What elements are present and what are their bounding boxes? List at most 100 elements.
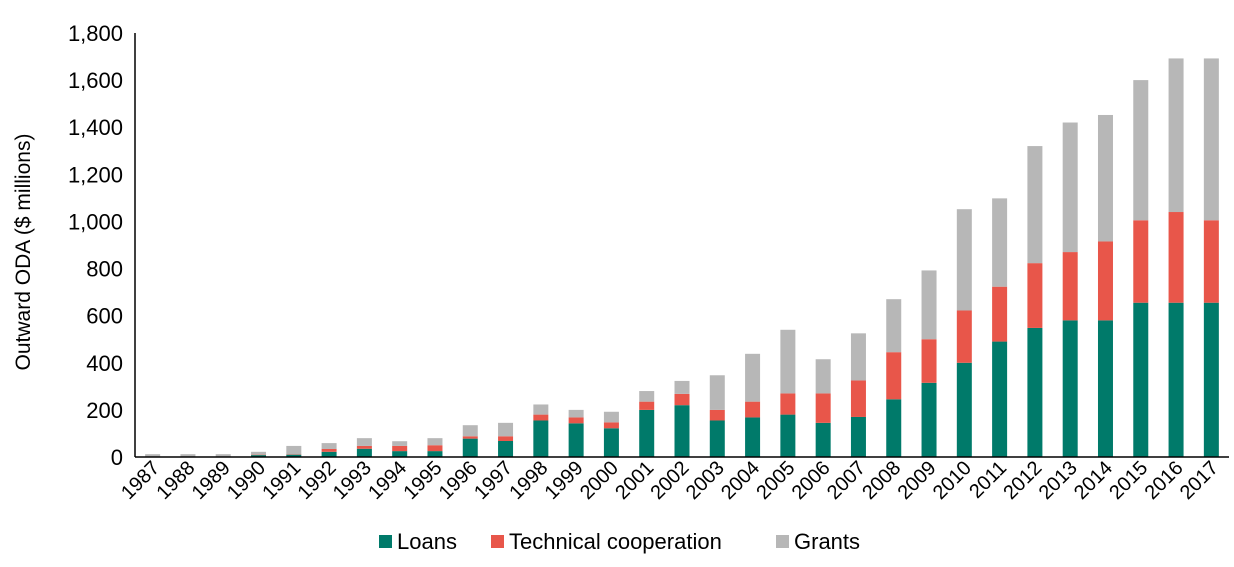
x-tick-label: 2003 bbox=[682, 457, 729, 504]
bar-segment bbox=[1027, 263, 1042, 328]
bar-segment bbox=[851, 380, 866, 417]
x-tick-label: 2005 bbox=[752, 457, 799, 504]
bar-segment bbox=[533, 404, 548, 414]
bar-segment bbox=[992, 287, 1007, 342]
bar-segment bbox=[357, 449, 372, 457]
x-tick-label: 2011 bbox=[965, 457, 1011, 503]
bar-segment bbox=[922, 270, 937, 339]
y-tick-label: 800 bbox=[86, 257, 123, 282]
bar-segment bbox=[886, 299, 901, 352]
bar-segment bbox=[357, 438, 372, 446]
x-tick-label: 2010 bbox=[929, 457, 976, 504]
bar-segment bbox=[533, 415, 548, 421]
bar-segment bbox=[816, 359, 831, 393]
x-tick-label: 2013 bbox=[1035, 457, 1082, 504]
x-axis-ticks: 1987198819891990199119921993199419951996… bbox=[117, 457, 1223, 504]
x-tick-label: 1991 bbox=[258, 457, 305, 504]
x-tick-label: 2004 bbox=[717, 457, 764, 504]
bar-segment bbox=[427, 445, 442, 451]
bar-segment bbox=[604, 422, 619, 428]
y-tick-label: 200 bbox=[86, 398, 123, 423]
x-tick-label: 1997 bbox=[470, 457, 517, 504]
x-tick-label: 2014 bbox=[1070, 457, 1117, 504]
bar-segment bbox=[780, 393, 795, 414]
bar-segment bbox=[1169, 212, 1184, 303]
bar-segment bbox=[992, 198, 1007, 286]
bar-segment bbox=[851, 417, 866, 457]
bar-segment bbox=[922, 383, 937, 457]
bar-segment bbox=[498, 441, 513, 457]
bar-segment bbox=[639, 391, 654, 402]
x-tick-label: 2007 bbox=[823, 457, 870, 504]
bar-segment bbox=[745, 417, 760, 457]
bar-segment bbox=[1063, 123, 1078, 253]
x-tick-label: 1990 bbox=[223, 457, 270, 504]
bar-segment bbox=[639, 410, 654, 457]
bar-segment bbox=[463, 425, 478, 436]
y-tick-label: 1,000 bbox=[68, 209, 123, 234]
bar-segment bbox=[710, 410, 725, 421]
x-tick-label: 1988 bbox=[152, 457, 199, 504]
y-tick-label: 600 bbox=[86, 304, 123, 329]
x-tick-label: 1998 bbox=[505, 457, 552, 504]
x-tick-label: 2012 bbox=[999, 457, 1046, 504]
bar-segment bbox=[1063, 320, 1078, 457]
bar-segment bbox=[1169, 58, 1184, 212]
x-tick-label: 1994 bbox=[364, 457, 411, 504]
bar-segment bbox=[498, 436, 513, 441]
bar-segment bbox=[957, 363, 972, 457]
bar-segment bbox=[957, 310, 972, 362]
bar-segment bbox=[1204, 220, 1219, 302]
x-tick-label: 2000 bbox=[576, 457, 623, 504]
bar-segment bbox=[569, 423, 584, 457]
y-tick-label: 1,800 bbox=[68, 21, 123, 46]
bar-segment bbox=[710, 420, 725, 457]
bar-segment bbox=[675, 405, 690, 457]
bar-segment bbox=[957, 209, 972, 310]
legend-label: Loans bbox=[397, 529, 457, 554]
x-tick-label: 1993 bbox=[329, 457, 376, 504]
x-tick-label: 2001 bbox=[611, 457, 658, 504]
bar-segment bbox=[1133, 80, 1148, 220]
bar-segment bbox=[463, 436, 478, 438]
bar-segment bbox=[1204, 303, 1219, 457]
bar-segment bbox=[992, 342, 1007, 457]
bar-segment bbox=[1098, 320, 1113, 457]
bar-segment bbox=[1027, 146, 1042, 263]
x-tick-label: 1989 bbox=[188, 457, 235, 504]
bar-segment bbox=[1063, 252, 1078, 320]
bar-segment bbox=[851, 333, 866, 380]
bar-segment bbox=[392, 446, 407, 451]
bar-segment bbox=[533, 420, 548, 457]
bar-segment bbox=[569, 410, 584, 418]
bar-segment bbox=[392, 441, 407, 446]
bar-segment bbox=[286, 446, 301, 454]
x-tick-label: 2006 bbox=[788, 457, 835, 504]
bar-segment bbox=[780, 330, 795, 394]
bar-segment bbox=[675, 381, 690, 394]
x-tick-label: 1999 bbox=[541, 457, 588, 504]
bars bbox=[145, 58, 1219, 457]
bar-segment bbox=[675, 394, 690, 405]
x-tick-label: 1987 bbox=[117, 457, 164, 504]
bar-segment bbox=[886, 399, 901, 457]
bar-segment bbox=[886, 352, 901, 399]
x-tick-label: 1996 bbox=[435, 457, 482, 504]
y-tick-label: 1,400 bbox=[68, 115, 123, 140]
bar-segment bbox=[322, 443, 337, 449]
legend-label: Technical cooperation bbox=[509, 529, 722, 554]
x-tick-label: 1995 bbox=[399, 457, 446, 504]
y-axis-title: Outward ODA ($ millions) bbox=[12, 134, 35, 371]
x-tick-label: 2016 bbox=[1141, 457, 1188, 504]
bar-segment bbox=[1027, 328, 1042, 457]
x-tick-label: 1992 bbox=[294, 457, 341, 504]
bar-segment bbox=[639, 402, 654, 410]
bar-segment bbox=[322, 449, 337, 452]
bar-segment bbox=[1133, 220, 1148, 302]
bar-segment bbox=[1169, 303, 1184, 457]
bar-segment bbox=[745, 354, 760, 402]
